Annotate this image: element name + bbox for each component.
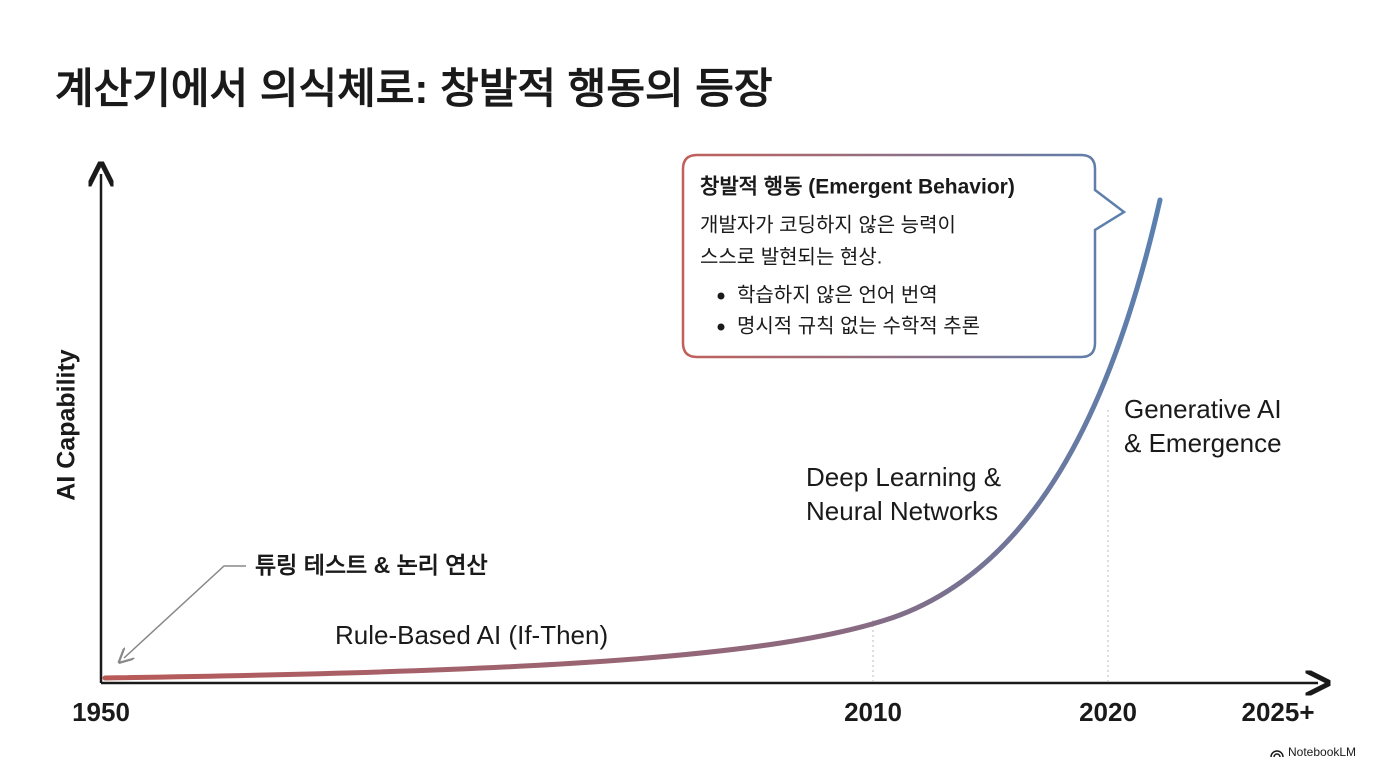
callout-heading: 창발적 행동 (Emergent Behavior) xyxy=(700,176,1015,199)
stage-label: Neural Networks xyxy=(806,496,998,526)
stage-label: Generative AI xyxy=(1124,394,1282,424)
watermark: NotebookLM xyxy=(1288,745,1356,759)
callout-bullet: 학습하지 않은 언어 번역 xyxy=(737,283,938,306)
stage-label: Deep Learning & xyxy=(806,462,1001,492)
callout-bullet: 명시적 규칙 없는 수학적 추론 xyxy=(737,314,980,337)
x-label: 2020 xyxy=(1079,697,1137,727)
stage-label: Rule-Based AI (If-Then) xyxy=(335,620,608,650)
callout-body: 개발자가 코딩하지 않은 능력이 xyxy=(700,213,956,236)
bullet xyxy=(717,323,725,331)
title: 계산기에서 의식체로: 창발적 행동의 등장 xyxy=(55,65,773,112)
x-label: 2025+ xyxy=(1241,697,1314,727)
y-axis-label: AI Capability xyxy=(53,349,81,501)
watermark-icon xyxy=(1270,750,1284,758)
stage-label: & Emergence xyxy=(1124,428,1282,458)
note-arrow xyxy=(124,565,246,658)
x-label: 2010 xyxy=(844,697,902,727)
origin-note: 튜링 테스트 & 논리 연산 xyxy=(255,552,488,578)
bullet xyxy=(717,292,725,300)
callout-box xyxy=(681,153,1127,359)
capability-curve xyxy=(102,197,1163,681)
x-label: 1950 xyxy=(72,697,130,727)
callout-body: 스스로 발현되는 현상. xyxy=(700,245,882,268)
